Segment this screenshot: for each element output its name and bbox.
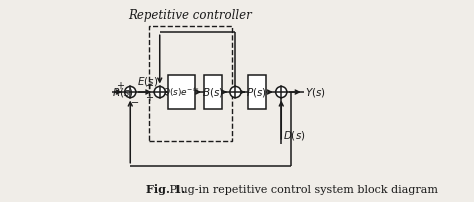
Circle shape <box>154 86 165 98</box>
Text: +: + <box>116 81 124 91</box>
Bar <box>204 75 222 109</box>
Text: $Y(s)$: $Y(s)$ <box>305 85 326 99</box>
Circle shape <box>230 86 241 98</box>
Text: −: − <box>131 98 139 108</box>
Text: $R(s)$: $R(s)$ <box>112 85 134 99</box>
Bar <box>168 75 194 109</box>
Text: Fig. 1.: Fig. 1. <box>146 184 185 195</box>
Circle shape <box>276 86 287 98</box>
Text: $B(s)$: $B(s)$ <box>202 85 224 99</box>
Text: +: + <box>146 81 154 91</box>
Text: $D(s)$: $D(s)$ <box>283 129 306 142</box>
Text: Plug-in repetitive control system block diagram: Plug-in repetitive control system block … <box>166 185 438 195</box>
Bar <box>248 75 266 109</box>
Text: $E(s)$: $E(s)$ <box>137 75 158 88</box>
Text: $P(s)$: $P(s)$ <box>246 85 267 99</box>
Circle shape <box>125 86 136 98</box>
Bar <box>149 26 232 141</box>
Text: +: + <box>146 93 154 103</box>
Text: $Q(s)e^{-ts}$: $Q(s)e^{-ts}$ <box>162 85 200 99</box>
Text: Repetitive controller: Repetitive controller <box>128 9 252 22</box>
